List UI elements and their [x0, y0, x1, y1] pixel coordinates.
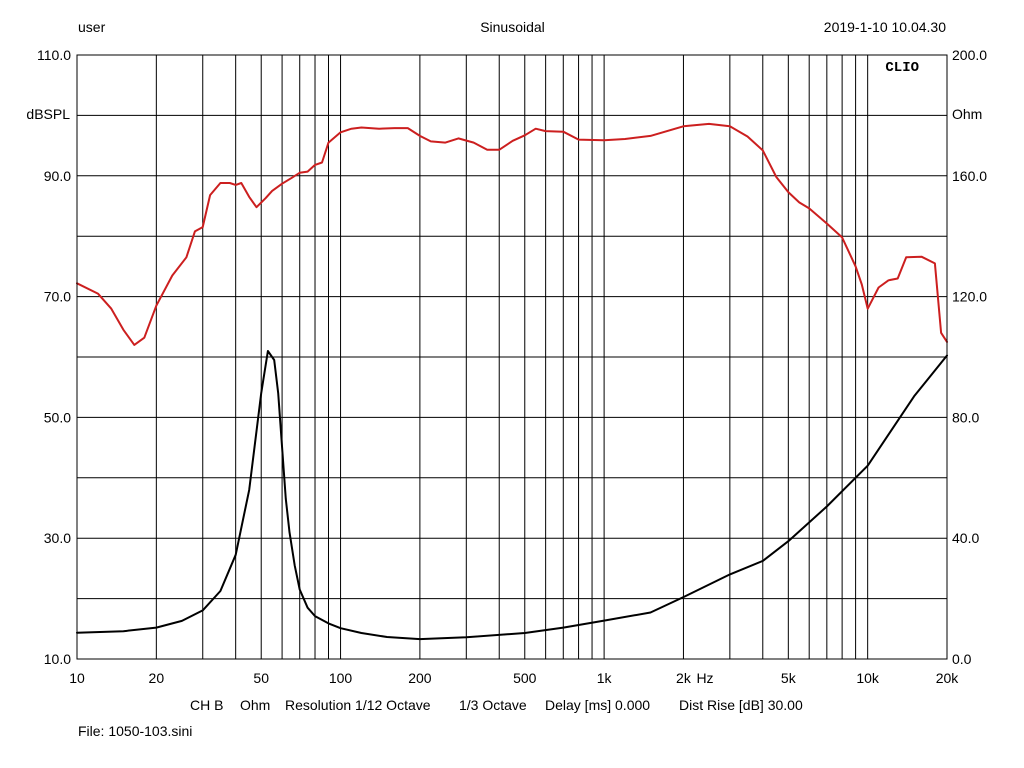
- y-right-tick-label: 40.0: [952, 530, 979, 546]
- y-left-tick-label: 10.0: [44, 651, 71, 667]
- y-left-tick-label: 110.0: [37, 47, 71, 63]
- x-tick-label: 10k: [856, 670, 880, 686]
- y-left-tick-label: 30.0: [44, 530, 71, 546]
- x-tick-label: 2k: [676, 670, 692, 686]
- footer-dist-rise: Dist Rise [dB] 30.00: [679, 697, 803, 713]
- x-tick-label: 50: [253, 670, 269, 686]
- x-tick-label: 200: [408, 670, 432, 686]
- spl-curve: [76, 122, 948, 346]
- footer-resolution: Resolution 1/12 Octave: [285, 697, 431, 713]
- y-left-tick-label: 50.0: [44, 409, 71, 425]
- plot-frame: [76, 54, 948, 660]
- y-right-tick-label: 160.0: [952, 168, 987, 184]
- x-tick-label: 100: [329, 670, 353, 686]
- x-tick-label: 20k: [936, 670, 960, 686]
- y-right-tick-label: 120.0: [952, 289, 987, 305]
- footer-file: File: 1050-103.sini: [78, 723, 193, 739]
- tick-labels: 10 20 50 100 200 500 1k 2k 5k 10k 20k 110.0 90.0 70.0…: [37, 47, 987, 686]
- header-datetime: 2019-1-10 10.04.30: [823, 19, 946, 35]
- header-mode: Sinusoidal: [480, 19, 545, 35]
- y-axis-label-right: Ohm: [952, 106, 982, 122]
- x-tick-label: 1k: [597, 670, 613, 686]
- impedance-curve: [76, 350, 948, 641]
- footer-unit: Ohm: [240, 697, 271, 713]
- header-user: user: [78, 19, 106, 35]
- x-tick-label: 500: [513, 670, 537, 686]
- grid: [77, 55, 947, 659]
- footer-delay: Delay [ms] 0.000: [545, 697, 651, 713]
- x-tick-label: 20: [149, 670, 165, 686]
- x-tick-label: 10: [69, 670, 85, 686]
- y-left-tick-label: 70.0: [44, 289, 71, 305]
- footer-channel: CH B: [190, 697, 224, 713]
- y-left-tick-label: 90.0: [44, 168, 71, 184]
- y-right-tick-label: 200.0: [952, 47, 987, 63]
- x-tick-label: 5k: [781, 670, 797, 686]
- clio-watermark: CLIO: [885, 60, 919, 76]
- series-layer: [76, 122, 948, 641]
- y-axis-label-left: dBSPL: [26, 106, 70, 122]
- x-axis-unit: Hz: [696, 670, 713, 686]
- y-right-tick-label: 80.0: [952, 409, 979, 425]
- y-right-tick-label: 0.0: [952, 651, 972, 667]
- footer-smoothing: 1/3 Octave: [459, 697, 527, 713]
